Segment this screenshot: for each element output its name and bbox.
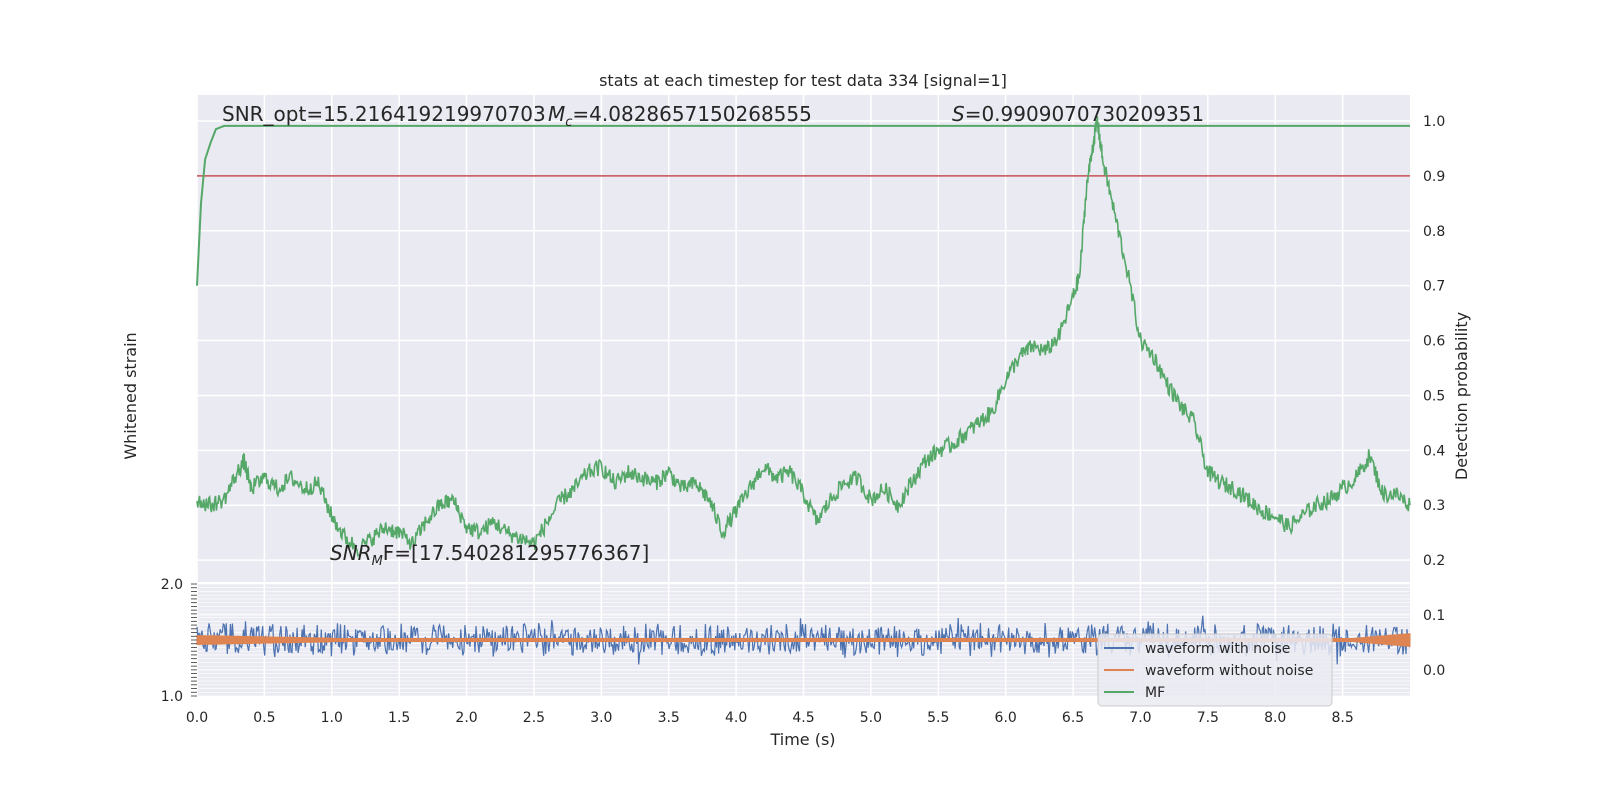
strain-tick-labels: 2.0 1.0: [161, 577, 197, 705]
right-y-tick-label: 0.7: [1423, 279, 1445, 295]
chirp-mass-value: =4.0828657150268555: [572, 102, 811, 126]
legend-label-clean: waveform without noise: [1145, 663, 1313, 679]
chart-title: stats at each timestep for test data 334…: [599, 71, 1007, 90]
x-tick-label: 8.5: [1331, 710, 1353, 726]
x-tick-label: 1.0: [321, 710, 343, 726]
left-y-axis-label: Whitened strain: [121, 332, 140, 459]
right-y-tick-label: 0.0: [1423, 663, 1445, 679]
statistic-annotation: S=0.9909070730209351: [952, 102, 1204, 126]
right-y-tick-label: 0.5: [1423, 388, 1445, 404]
snr-mf-annotation: SNRMF=[17.540281295776367]: [330, 541, 649, 569]
ml-probability-line: [196, 116, 1411, 557]
right-y-tick-label: 0.2: [1423, 553, 1445, 569]
snr-mf-value: F=[17.540281295776367]: [383, 541, 650, 565]
right-y-tick-label: 0.3: [1423, 498, 1445, 514]
x-tick-label: 0.0: [186, 710, 208, 726]
x-tick-label: 6.0: [995, 710, 1017, 726]
right-y-tick-label: 0.1: [1423, 608, 1445, 624]
statistic-symbol: S: [952, 102, 965, 126]
x-tick-label: 3.5: [658, 710, 680, 726]
chirp-mass-annotation: Mc=4.0828657150268555: [548, 102, 812, 130]
right-y-tick-labels: 0.0 0.1 0.2 0.3 0.4 0.5 0.6 0.7 0.8 0.9 1.0: [1423, 114, 1445, 679]
waveform-without-noise-line: [196, 633, 1411, 647]
x-tick-label: 5.5: [927, 710, 949, 726]
right-y-tick-label: 0.9: [1423, 169, 1445, 185]
strain-tick-label: 2.0: [161, 577, 183, 593]
x-tick-labels: 0.0 0.5 1.0 1.5 2.0 2.5 3.0 3.5 4.0 4.5 5.0 5.5 6.0 6…: [186, 710, 1354, 726]
mf-probability-line: [196, 124, 1410, 286]
grid-lines: [196, 95, 1410, 697]
right-y-tick-label: 0.8: [1423, 224, 1445, 240]
x-tick-label: 5.0: [860, 710, 882, 726]
legend-label-noise: waveform with noise: [1145, 641, 1290, 657]
x-tick-label: 4.5: [792, 710, 814, 726]
x-tick-label: 4.0: [725, 710, 747, 726]
right-y-tick-label: 1.0: [1423, 114, 1445, 130]
right-y-axis-label: Detection probability: [1452, 312, 1471, 480]
x-tick-label: 0.5: [253, 710, 275, 726]
x-axis-label: Time (s): [769, 730, 835, 749]
snr-mf-symbol: SNR: [330, 541, 372, 565]
statistic-value: =0.9909070730209351: [965, 102, 1204, 126]
legend-label-mf: MF: [1145, 685, 1165, 701]
x-tick-label: 2.5: [523, 710, 545, 726]
x-tick-label: 3.0: [590, 710, 612, 726]
x-tick-label: 2.0: [455, 710, 477, 726]
strain-tick-label: 1.0: [161, 689, 183, 705]
x-tick-label: 6.5: [1062, 710, 1084, 726]
x-tick-label: 1.5: [388, 710, 410, 726]
chirp-mass-symbol: M: [548, 102, 565, 126]
x-tick-label: 7.5: [1197, 710, 1219, 726]
x-tick-label: 8.0: [1264, 710, 1286, 726]
right-y-tick-label: 0.6: [1423, 334, 1445, 350]
right-y-tick-label: 0.4: [1423, 443, 1445, 459]
chirp-mass-subscript: c: [565, 115, 572, 130]
probability-layer: [196, 116, 1411, 557]
x-tick-label: 7.0: [1129, 710, 1151, 726]
snr-mf-subscript: M: [372, 554, 383, 569]
snr-opt-annotation: SNR_opt=15.216419219970703: [222, 102, 546, 126]
legend-box: [1097, 633, 1333, 707]
legend: waveform with noise waveform without noi…: [1097, 633, 1333, 707]
